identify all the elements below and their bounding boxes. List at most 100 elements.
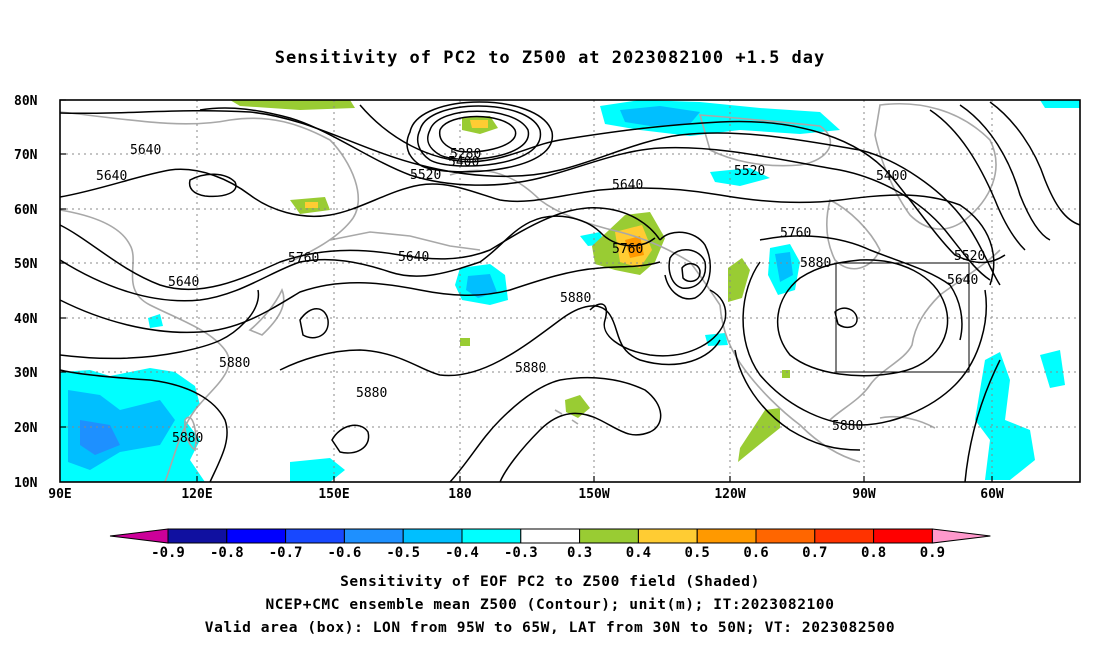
axis-ticks	[60, 99, 993, 482]
colorbar-left-arrow	[109, 528, 169, 544]
shade-negative-arctic2	[1040, 100, 1080, 108]
contour-5880-na	[776, 259, 949, 377]
sensitivity-shading	[60, 100, 1080, 482]
colorbar-swatch	[402, 528, 463, 544]
shade-positive-small1	[460, 338, 470, 346]
contour-label: 5640	[96, 169, 127, 184]
colorbar-label: -0.6	[328, 545, 362, 561]
contour-label: 5880	[515, 361, 546, 376]
coast-japan	[248, 287, 285, 336]
shade-positive-small2	[782, 370, 790, 378]
lat-label: 60N	[14, 203, 38, 218]
colorbar-label: -0.5	[386, 545, 420, 561]
shade-negative-small2	[710, 168, 770, 186]
contour-5880-west	[59, 289, 260, 360]
contour-label: 5880	[172, 431, 203, 446]
map-frame	[59, 99, 1081, 483]
shade-positive-alaska-core	[305, 202, 318, 208]
contour-east-2	[959, 104, 1051, 241]
contour-goa-low-inner	[681, 262, 701, 283]
contour-label: 5520	[954, 249, 985, 264]
lat-label: 10N	[14, 476, 38, 491]
contour-goa-low	[659, 231, 711, 300]
shade-negative-small4	[705, 333, 728, 346]
contour-5280-ring2	[427, 110, 529, 160]
colorbar-swatch	[167, 528, 228, 544]
coast-asia-east	[59, 209, 230, 483]
caption-line-1: Sensitivity of EOF PC2 to Z500 field (Sh…	[340, 574, 760, 590]
shade-negative-small5	[148, 314, 163, 328]
contour-5880-sw	[59, 369, 228, 483]
shade-positive-mexico	[738, 408, 780, 462]
colorbar-swatch	[520, 528, 581, 544]
contour-label: 5880	[560, 291, 591, 306]
contour-east-1	[929, 109, 1026, 251]
colorbar-label: 0.5	[685, 545, 710, 561]
contour-5880-mexico	[734, 349, 861, 451]
lon-label: 150W	[578, 487, 609, 502]
lat-label: 70N	[14, 148, 38, 163]
colorbar-swatch	[343, 528, 404, 544]
colorbar-label: 0.8	[861, 545, 886, 561]
colorbar-right-arrow	[931, 528, 991, 544]
contour-label: 5520	[734, 164, 765, 179]
longitude-labels: 90E 120E 150E 180 150W 120W 90W 60W	[48, 487, 1004, 502]
colorbar-swatch	[285, 528, 345, 544]
contour-label: 5880	[219, 356, 250, 371]
lon-label: 90E	[48, 487, 71, 502]
coast-philippines	[184, 416, 197, 452]
colorbar-label: -0.4	[445, 545, 479, 561]
lat-label: 40N	[14, 312, 38, 327]
colorbar: -0.9 -0.8 -0.7 -0.6 -0.5 -0.4 -0.3 0.3 0.4 0.5 0.6…	[109, 528, 991, 561]
z500-contours	[59, 101, 1081, 483]
colorbar-swatch	[226, 528, 287, 544]
coast-na-east	[829, 249, 1001, 421]
colorbar-label: 0.6	[743, 545, 768, 561]
shade-negative-atlantic	[975, 352, 1035, 480]
contour-5520-loop	[188, 173, 237, 198]
colorbar-label: -0.7	[269, 545, 303, 561]
coast-aleutians	[329, 231, 481, 251]
contour-label-group: 5280 5400 5520 5640 5640 5640 5760 5640 …	[96, 143, 985, 446]
shade-positive-pole-core	[470, 120, 488, 128]
latitude-labels: 80N 70N 60N 50N 40N 30N 20N 10N	[14, 94, 38, 491]
colorbar-swatch	[461, 528, 522, 544]
contour-label: 5520	[410, 168, 441, 183]
contour-5880-circle2	[331, 424, 370, 454]
colorbar-label: 0.3	[567, 545, 592, 561]
shade-negative-wpac-core2	[80, 420, 120, 455]
lat-label: 30N	[14, 366, 38, 381]
contour-5880-atl	[964, 359, 1001, 483]
lon-label: 90W	[852, 487, 876, 502]
contour-label: 5760	[612, 242, 643, 257]
contour-goa-low-mid	[668, 249, 707, 289]
lat-label: 80N	[14, 94, 38, 109]
caption-line-2: NCEP+CMC ensemble mean Z500 (Contour); u…	[265, 597, 835, 613]
contour-5880-circle1	[299, 308, 329, 339]
contour-label: 5640	[130, 143, 161, 158]
contour-label: 5400	[876, 169, 907, 184]
contour-label: 5400	[448, 155, 479, 170]
colorbar-label: -0.9	[151, 545, 185, 561]
shade-negative-canada-core	[775, 252, 793, 282]
contour-5520-a	[199, 107, 991, 281]
contour-label: 5640	[398, 250, 429, 265]
colorbar-label: 0.4	[626, 545, 651, 561]
contour-label: 5880	[356, 386, 387, 401]
lon-label: 120E	[181, 487, 212, 502]
shade-negative-atlantic2	[1040, 350, 1065, 388]
shade-negative-small1	[290, 458, 345, 482]
contour-5280-ring1	[438, 115, 517, 153]
contour-5880-pac	[279, 305, 721, 377]
gridlines	[60, 100, 1080, 482]
colorbar-label: -0.3	[504, 545, 538, 561]
colorbar-label: 0.9	[920, 545, 945, 561]
coast-hawaii	[554, 409, 579, 425]
coast-cuba	[879, 415, 936, 429]
colorbar-swatch	[755, 528, 816, 544]
colorbar-swatch	[637, 528, 698, 544]
lon-label: 180	[448, 487, 472, 502]
coast-hudson	[825, 198, 881, 270]
lon-label: 60W	[980, 487, 1004, 502]
valid-area-box	[835, 262, 970, 373]
